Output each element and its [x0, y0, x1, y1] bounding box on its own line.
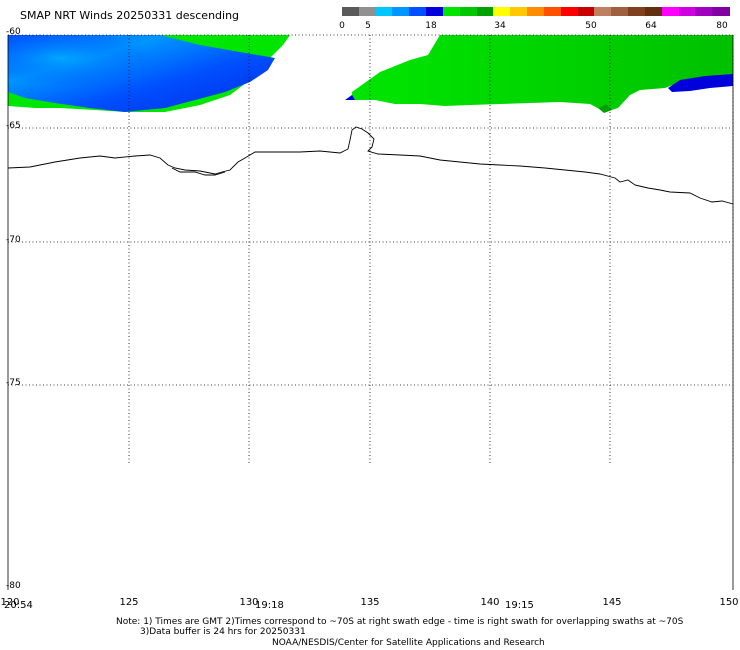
colorbar-label: 5 [365, 21, 371, 31]
colorbar-segment [426, 7, 444, 16]
latitude-label: -70 [6, 235, 21, 245]
colorbar-label: 80 [716, 21, 728, 31]
credit-line: NOAA/NESDIS/Center for Satellite Applica… [272, 638, 545, 648]
map-frame [7, 35, 734, 590]
colorbar-segment [392, 7, 410, 16]
colorbar-segment [712, 7, 730, 16]
colorbar-segment [594, 7, 612, 16]
swath-time-label: 19:18 [255, 600, 284, 611]
note-line-2: 3)Data buffer is 24 hrs for 20250331 [140, 627, 306, 637]
note-line-1: Note: 1) Times are GMT 2)Times correspon… [116, 617, 684, 627]
wind-swath-right [345, 35, 733, 113]
colorbar-segment [560, 7, 579, 16]
latitude-label: -65 [6, 121, 21, 131]
colorbar-segment [375, 7, 394, 16]
colorbar-segment [628, 7, 646, 16]
latitude-label: -75 [6, 378, 21, 388]
colorbar-label: 50 [585, 21, 597, 31]
map-title: SMAP NRT Winds 20250331 descending [20, 9, 240, 22]
longitude-label: 135 [360, 597, 380, 608]
antarctic-coastline [7, 126, 734, 205]
colorbar-segment [661, 7, 680, 16]
latitude-label: -80 [6, 581, 21, 591]
colorbar-label: 18 [425, 21, 437, 31]
colorbar-segment [476, 7, 495, 16]
colorbar-segment [510, 7, 528, 16]
colorbar-segment [695, 7, 713, 16]
colorbar-segment [459, 7, 478, 16]
colorbar-label: 0 [339, 21, 345, 31]
longitude-label: 120 [0, 597, 20, 608]
colorbar-segment [611, 7, 629, 16]
swath-time-label: 19:15 [505, 600, 534, 611]
latitude-label: -60 [6, 27, 21, 37]
colorbar-segment [493, 7, 511, 16]
colorbar-label: 34 [494, 21, 506, 31]
colorbar-segment [543, 7, 562, 16]
coastline-detail [171, 167, 226, 176]
colorbar-segment [527, 7, 545, 16]
colorbar-label: 64 [645, 21, 657, 31]
colorbar-segment [342, 7, 360, 16]
wind-swath-left [8, 35, 290, 112]
longitude-label: 140 [480, 597, 500, 608]
colorbar-segment [577, 7, 595, 16]
colorbar-segment [644, 7, 663, 16]
longitude-label: 145 [602, 597, 622, 608]
colorbar-segment [409, 7, 427, 16]
longitude-label: 150 [719, 597, 739, 608]
longitude-label: 125 [119, 597, 139, 608]
longitude-label: 130 [239, 597, 259, 608]
swath-time-label: 20:54 [4, 600, 33, 611]
colorbar-segment [442, 7, 461, 16]
colorbar-segment [358, 7, 377, 16]
colorbar-segment [678, 7, 696, 16]
